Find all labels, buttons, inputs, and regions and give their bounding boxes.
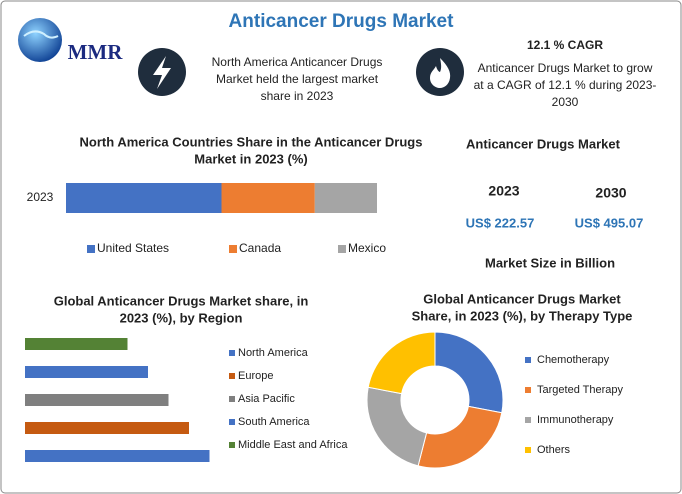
bar — [25, 394, 169, 406]
callout-text: Market held the largest market — [216, 72, 379, 86]
chart-title: Global Anticancer Drugs Market share, in — [54, 293, 309, 308]
market-amount: US$ 222.57 — [466, 215, 535, 230]
legend-swatch — [525, 447, 531, 453]
flame-icon — [430, 58, 451, 88]
callout-text: Anticancer Drugs Market to grow — [478, 61, 653, 75]
legend-swatch — [229, 373, 235, 379]
page-title: Anticancer Drugs Market — [229, 11, 455, 32]
logo-swoosh — [23, 30, 59, 39]
y-tick-label: 2023 — [27, 190, 54, 204]
bar — [25, 366, 148, 378]
market-note: Market Size in Billion — [485, 255, 615, 270]
callout-text: at a CAGR of 12.1 % during 2023- — [474, 78, 657, 92]
bar-segment — [221, 183, 315, 213]
donut-slice — [417, 405, 503, 469]
legend-label: North America — [238, 347, 309, 359]
legend-label: Others — [537, 444, 571, 456]
legend-swatch — [229, 245, 237, 253]
chart-title: Global Anticancer Drugs Market — [423, 291, 621, 306]
donut-slice — [367, 331, 436, 395]
legend-swatch — [229, 442, 235, 448]
callout-text: 2030 — [552, 95, 579, 109]
callout-text: North America Anticancer Drugs — [212, 55, 383, 69]
callout-heading: 12.1 % CAGR — [527, 38, 603, 52]
bar — [25, 422, 189, 434]
market-year: 2023 — [488, 183, 519, 199]
legend-swatch — [229, 396, 235, 402]
legend-label: South America — [238, 416, 310, 428]
market-year: 2030 — [595, 185, 626, 201]
legend-swatch — [338, 245, 346, 253]
chart-title: Share, in 2023 (%), by Therapy Type — [412, 308, 633, 323]
bar — [25, 338, 128, 350]
bar-segment — [314, 183, 377, 213]
bar — [25, 450, 210, 462]
legend-label: Canada — [239, 241, 281, 255]
market-amount: US$ 495.07 — [575, 215, 644, 230]
legend-swatch — [525, 417, 531, 423]
chart-title: 2023 (%), by Region — [120, 310, 243, 325]
legend-swatch — [525, 357, 531, 363]
legend-label: United States — [97, 241, 169, 255]
legend-label: Europe — [238, 370, 273, 382]
callout-text: share in 2023 — [261, 89, 334, 103]
legend-label: Mexico — [348, 241, 386, 255]
logo-globe — [18, 18, 62, 62]
legend-swatch — [525, 387, 531, 393]
legend-swatch — [229, 350, 235, 356]
legend-swatch — [229, 419, 235, 425]
logo-text: MMR — [68, 40, 124, 64]
legend-swatch — [87, 245, 95, 253]
donut-slice — [434, 331, 504, 414]
lightning-icon — [153, 56, 171, 89]
legend-label: Immunotherapy — [537, 414, 614, 426]
legend-label: Targeted Therapy — [537, 384, 624, 396]
market-title: Anticancer Drugs Market — [466, 136, 621, 151]
bar-segment — [66, 183, 222, 213]
chart-title: Market in 2023 (%) — [194, 151, 307, 166]
legend-label: Asia Pacific — [238, 393, 295, 405]
legend-label: Middle East and Africa — [238, 439, 348, 451]
legend-label: Chemotherapy — [537, 354, 610, 366]
chart-title: North America Countries Share in the Ant… — [80, 134, 423, 149]
